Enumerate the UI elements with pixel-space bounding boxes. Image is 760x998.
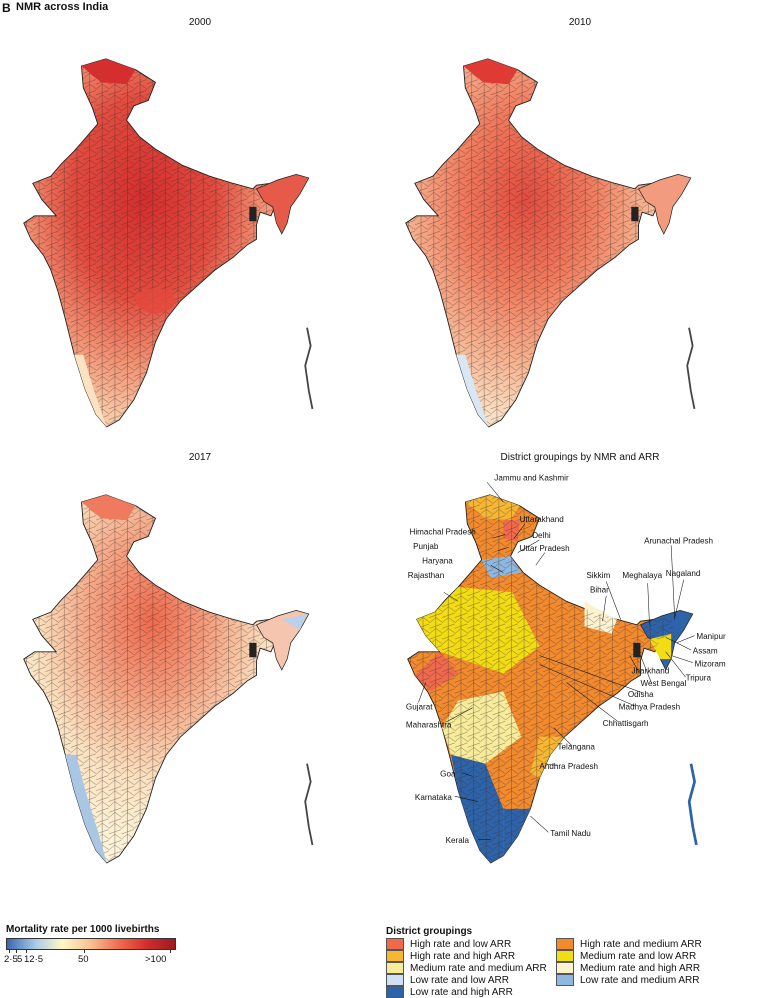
label-jharkhand: Jharkhand [631,667,669,676]
label-gujarat: Gujarat [406,703,433,712]
grouping-item: Low rate and high ARR [386,986,513,998]
grouping-item: Medium rate and high ARR [556,962,700,974]
label-punjab: Punjab [413,542,439,551]
grouping-swatch [386,938,404,950]
scale-label-100: >100 [145,954,167,965]
grouping-label: Low rate and low ARR [410,974,509,986]
grouping-swatch [556,938,574,950]
grouping-label: High rate and low ARR [410,938,512,950]
scale-label-12-5: 12·5 [24,954,44,965]
label-uttar-pradesh: Uttar Pradesh [520,544,570,553]
grouping-swatch [556,950,574,962]
grouping-swatch [386,974,404,986]
label-himachal-pradesh: Himachal Pradesh [410,528,476,537]
label-assam: Assam [693,647,718,656]
label-uttarakhand: Uttarakhand [520,515,564,524]
grouping-swatch [556,962,574,974]
grouping-swatch [386,950,404,962]
grouping-item: Medium rate and low ARR [556,950,696,962]
label-madhya-pradesh: Madhya Pradesh [619,703,680,712]
label-rajasthan: Rajasthan [408,571,445,580]
label-delhi: Delhi [532,531,551,540]
grouping-label: High rate and medium ARR [580,938,702,950]
map-2017 [4,466,334,881]
label-maharashtra: Maharashtra [406,721,452,730]
map-groupings: Jammu and Kashmir Himachal Pradesh Uttar… [386,466,756,881]
grouping-item: High rate and low ARR [386,938,511,950]
label-jammu-kashmir: Jammu and Kashmir [494,473,569,482]
label-mizoram: Mizoram [695,659,726,668]
label-haryana: Haryana [422,556,453,565]
label-arunachal-pradesh: Arunachal Pradesh [644,537,713,546]
grouping-item: Low rate and medium ARR [556,974,700,986]
label-telangana: Telangana [557,742,595,751]
panel-letter: B [2,1,11,15]
label-nagaland: Nagaland [666,569,701,578]
label-tripura: Tripura [686,674,712,683]
grouping-label: Low rate and medium ARR [580,974,700,986]
grouping-label: Low rate and high ARR [410,986,513,998]
label-manipur: Manipur [696,632,726,641]
grouping-item: High rate and high ARR [386,950,515,962]
state-label-leaders [418,482,695,840]
label-goa: Goa [440,769,456,778]
scale-label-50: 50 [78,954,89,965]
scale-label-5: 5 [17,954,23,965]
grouping-item: Medium rate and medium ARR [386,962,547,974]
label-andhra-pradesh: Andhra Pradesh [539,762,598,771]
grouping-label: High rate and high ARR [410,950,516,962]
label-kerala: Kerala [446,836,470,845]
grouping-swatch [386,986,404,998]
label-chhattisgarh: Chhattisgarh [603,719,649,728]
label-tamil-nadu: Tamil Nadu [550,829,591,838]
map-2010 [386,30,716,445]
grouping-swatch [386,962,404,974]
label-karnataka: Karnataka [415,793,452,802]
figure-title: NMR across India [16,1,109,13]
map-title-2000: 2000 [188,17,212,28]
grouping-item: Low rate and low ARR [386,974,509,986]
label-west-bengal: West Bengal [640,679,686,688]
scale-label-2-5: 2·5 [4,954,18,965]
map-title-2017: 2017 [188,452,212,463]
grouping-item: High rate and medium ARR [556,938,702,950]
label-odisha: Odisha [628,690,654,699]
label-meghalaya: Meghalaya [622,571,662,580]
grouping-swatch [556,974,574,986]
map-2000 [4,30,334,445]
label-sikkim: Sikkim [586,571,610,580]
map-title-groupings: District groupings by NMR and ARR [500,452,660,463]
mortality-color-scale [6,938,176,950]
grouping-label: Medium rate and medium ARR [410,962,547,974]
grouping-label: Medium rate and low ARR [580,950,697,962]
state-labels: Jammu and Kashmir Himachal Pradesh Uttar… [406,473,726,845]
grouping-label: Medium rate and high ARR [580,962,701,974]
scale-title: Mortality rate per 1000 livebirths [6,924,160,935]
label-bihar: Bihar [590,585,609,594]
groupings-title: District groupings [386,926,473,937]
map-title-2010: 2010 [568,17,592,28]
